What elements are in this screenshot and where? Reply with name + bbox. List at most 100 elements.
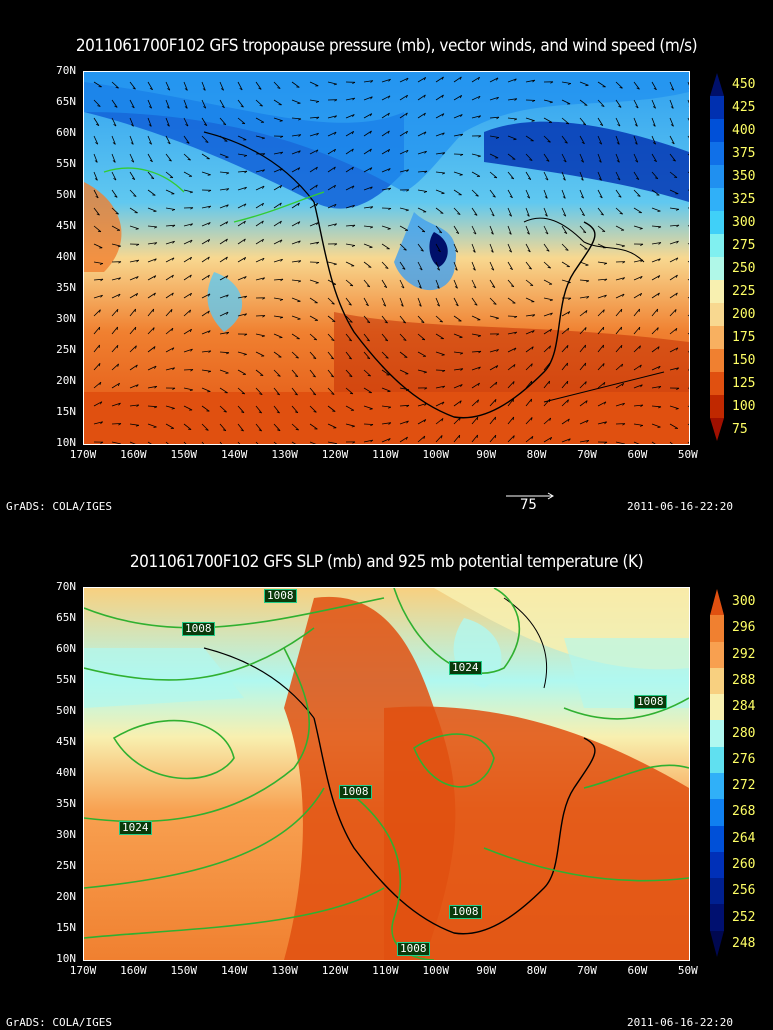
colorbar-label: 250 [732, 260, 756, 276]
isobar-label: 1008 [397, 942, 430, 956]
colorbar-label: 280 [732, 725, 756, 741]
lat-tick-label: 35N [56, 797, 76, 810]
colorbar-label: 150 [732, 352, 756, 368]
lat-tick-label: 70N [56, 64, 76, 77]
colorbar-label: 296 [732, 620, 756, 636]
lon-tick-label: 150W [170, 964, 198, 977]
isobar-label: 1008 [449, 905, 482, 919]
top-credit: GrADS: COLA/IGES [6, 500, 112, 513]
lat-tick-label: 15N [56, 921, 76, 934]
lon-tick-label: 160W [120, 964, 147, 977]
lon-tick-label: 90W [476, 448, 497, 461]
top-map-fill [84, 72, 689, 444]
lon-tick-label: 110W [372, 448, 399, 461]
colorbar-label: 175 [732, 329, 756, 345]
colorbar-label: 350 [732, 168, 756, 184]
colorbar-swatch [710, 96, 724, 119]
bottom-map-fill [84, 588, 689, 960]
vector-reference-arrow [506, 486, 556, 505]
colorbar-swatch [710, 165, 724, 188]
lon-tick-label: 170W [69, 964, 97, 977]
colorbar-swatch [710, 615, 724, 642]
lat-tick-label: 70N [56, 580, 76, 593]
lat-tick-label: 20N [56, 374, 76, 387]
lon-tick-label: 120W [321, 448, 349, 461]
colorbar-label: 400 [732, 122, 756, 138]
lon-tick-label: 150W [170, 448, 198, 461]
colorbar-label: 292 [732, 646, 756, 662]
colorbar-label: 268 [732, 804, 756, 820]
lat-tick-label: 30N [56, 828, 76, 841]
lat-tick-label: 55N [56, 157, 76, 170]
lat-tick-label: 40N [56, 766, 76, 779]
colorbar-label: 284 [732, 699, 756, 715]
colorbar-swatch [710, 188, 724, 211]
colorbar-label: 450 [732, 76, 756, 92]
colorbar-swatch [710, 372, 724, 395]
lon-tick-label: 100W [422, 448, 450, 461]
colorbar-swatch [710, 303, 724, 326]
top-timestamp: 2011-06-16-22:20 [627, 500, 733, 513]
colorbar-swatch [710, 119, 724, 142]
lon-tick-label: 50W [677, 448, 698, 461]
lon-tick-label: 100W [422, 964, 450, 977]
colorbar-swatch [710, 851, 724, 879]
colorbar-swatch [710, 694, 724, 721]
lat-tick-label: 45N [56, 219, 76, 232]
lon-tick-label: 80W [526, 964, 547, 977]
lon-tick-label: 60W [627, 964, 648, 977]
colorbar-label: 275 [732, 237, 756, 253]
lon-tick-label: 90W [476, 964, 497, 977]
bottom-credit: GrADS: COLA/IGES [6, 1016, 112, 1029]
lat-tick-label: 60N [56, 126, 76, 139]
colorbar-label: 260 [732, 857, 756, 872]
colorbar-swatch [710, 772, 724, 800]
isobar-label: 1008 [339, 785, 372, 799]
colorbar-label: 75 [732, 421, 748, 437]
colorbar-label: 425 [732, 99, 756, 115]
colorbar-label: 300 [732, 214, 756, 230]
colorbar-label: 200 [732, 306, 756, 322]
lat-tick-label: 65N [56, 611, 76, 624]
lat-tick-label: 60N [56, 642, 76, 655]
colorbar-swatch [710, 930, 724, 957]
lat-tick-label: 50N [56, 188, 76, 201]
lon-tick-label: 110W [372, 964, 399, 977]
colorbar-swatch [710, 257, 724, 280]
colorbar-label: 248 [732, 935, 756, 951]
colorbar-label: 125 [732, 375, 756, 391]
isobar-label: 1008 [182, 622, 215, 636]
colorbar-swatch [710, 395, 724, 418]
colorbar-label: 300 [732, 594, 756, 610]
colorbar-label: 325 [732, 191, 756, 207]
lat-tick-label: 20N [56, 890, 76, 903]
lat-tick-label: 25N [56, 859, 76, 872]
colorbar-label: 288 [732, 673, 756, 688]
lon-tick-label: 130W [271, 964, 298, 977]
lat-tick-label: 15N [56, 405, 76, 418]
colorbar-label: 272 [732, 778, 756, 794]
colorbar-swatch [710, 280, 724, 303]
colorbar-label: 252 [732, 909, 756, 925]
lat-tick-label: 10N [56, 952, 76, 965]
lon-tick-label: 70W [577, 964, 597, 977]
colorbar-swatch [710, 720, 724, 747]
colorbar-swatch [710, 234, 724, 257]
lon-tick-label: 70W [577, 448, 597, 461]
colorbar-swatch [710, 904, 724, 931]
lat-tick-label: 55N [56, 673, 76, 686]
lat-tick-label: 50N [56, 704, 76, 717]
colorbar-swatch [710, 641, 724, 668]
colorbar-label: 264 [732, 830, 756, 846]
lon-tick-label: 130W [271, 448, 298, 461]
colorbar-swatch [710, 418, 724, 441]
lon-tick-label: 160W [120, 448, 147, 461]
lat-tick-label: 40N [56, 250, 76, 263]
colorbar-swatch [710, 589, 724, 616]
lon-tick-label: 140W [220, 448, 248, 461]
lon-tick-label: 140W [220, 964, 248, 977]
top-map-plot [83, 71, 690, 445]
colorbar-label: 256 [732, 883, 756, 899]
colorbar-swatch [710, 211, 724, 234]
colorbar-swatch [710, 349, 724, 372]
